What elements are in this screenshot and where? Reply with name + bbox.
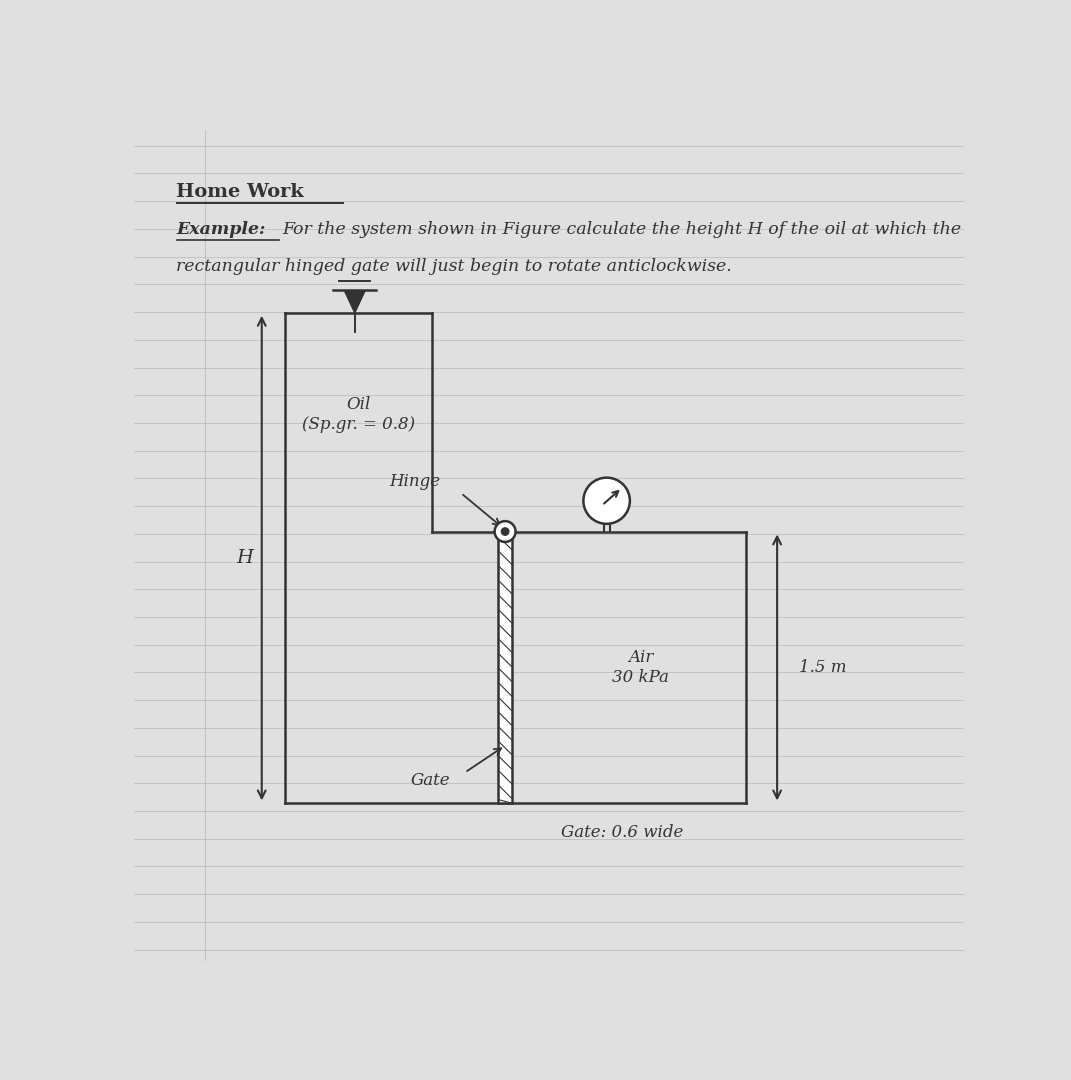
Text: Home Work: Home Work: [177, 184, 304, 201]
Text: Example:: Example:: [177, 221, 266, 239]
Bar: [498, 531, 512, 804]
Text: Gate: Gate: [410, 772, 450, 788]
Text: Gate: 0.6 wide: Gate: 0.6 wide: [561, 824, 683, 841]
Text: Oil
(Sp.gr. = 0.8): Oil (Sp.gr. = 0.8): [302, 396, 416, 433]
Text: H: H: [237, 549, 253, 567]
Polygon shape: [345, 292, 365, 313]
Text: For the system shown in Figure calculate the height H of the oil at which the: For the system shown in Figure calculate…: [283, 221, 962, 239]
Circle shape: [495, 522, 515, 542]
Text: 1.5 m: 1.5 m: [799, 659, 846, 676]
Text: Air
30 kPa: Air 30 kPa: [613, 649, 669, 686]
Circle shape: [501, 528, 509, 536]
Text: rectangular hinged gate will just begin to rotate anticlockwise.: rectangular hinged gate will just begin …: [177, 258, 733, 275]
Circle shape: [584, 477, 630, 524]
Text: Hinge: Hinge: [389, 473, 440, 490]
